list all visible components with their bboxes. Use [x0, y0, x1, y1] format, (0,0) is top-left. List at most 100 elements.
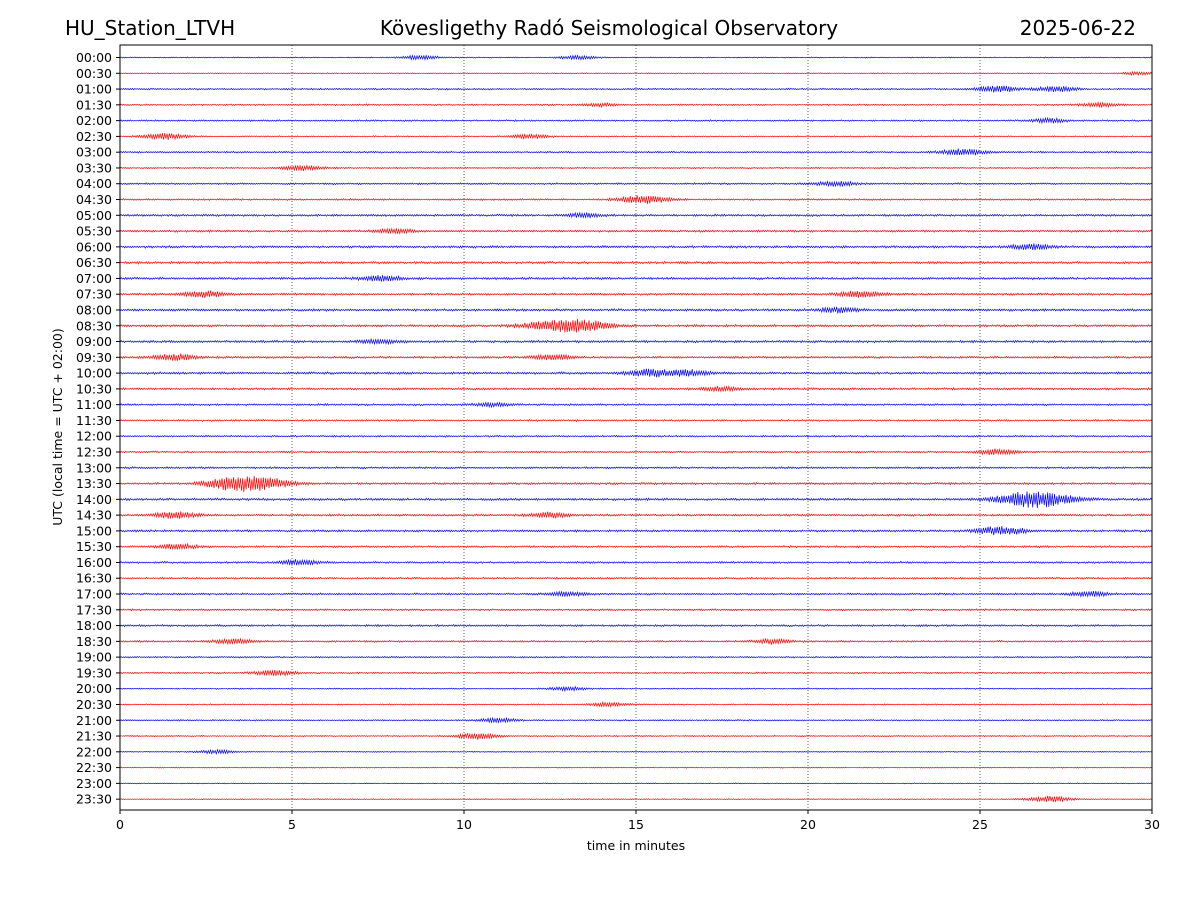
trace-0500: [119, 211, 1153, 219]
y-tick-label: 19:00: [76, 650, 112, 665]
trace-0130: [119, 101, 1153, 109]
y-tick-label: 05:00: [76, 208, 112, 223]
x-tick-labels: 0 5 10 15 20 25 30: [116, 810, 1160, 832]
trace-1330: [119, 475, 1153, 493]
y-tick-label: 16:30: [76, 571, 112, 586]
trace-0000: [119, 54, 1153, 61]
y-tick-label: 14:00: [76, 492, 112, 507]
trace-0930: [119, 353, 1153, 361]
y-tick-label: 18:30: [76, 634, 112, 649]
y-tick-label: 00:30: [76, 66, 112, 81]
x-tick-label: 15: [628, 817, 644, 832]
y-tick-label: 07:30: [76, 287, 112, 302]
y-tick-label: 23:00: [76, 776, 112, 791]
y-tick-label: 13:30: [76, 476, 112, 491]
trace-0700: [119, 274, 1153, 282]
trace-1530: [119, 542, 1153, 551]
trace-0300: [119, 148, 1153, 156]
trace-1200: [119, 434, 1153, 438]
y-tick-label: 20:30: [76, 697, 112, 712]
trace-2330: [119, 795, 1153, 803]
x-tick-label: 20: [800, 817, 816, 832]
trace-2200: [119, 748, 1153, 755]
y-tick-label: 04:30: [76, 192, 112, 207]
y-tick-label: 06:00: [76, 239, 112, 254]
y-tick-label: 06:30: [76, 255, 112, 270]
y-tick-label: 09:30: [76, 350, 112, 365]
plot-frame: [119, 44, 1153, 811]
trace-0200: [119, 116, 1153, 125]
y-tick-label: 16:00: [76, 555, 112, 570]
y-tick-label: 22:30: [76, 760, 112, 775]
y-tick-label: 11:00: [76, 397, 112, 412]
x-tick-label: 30: [1144, 817, 1160, 832]
y-tick-label: 21:30: [76, 729, 112, 744]
trace-1000: [119, 368, 1153, 378]
trace-1400: [119, 491, 1153, 509]
trace-1800: [119, 623, 1153, 628]
y-tick-label: 02:30: [76, 129, 112, 144]
y-tick-label: 03:30: [76, 160, 112, 175]
trace-0600: [119, 243, 1153, 251]
y-tick-label: 23:30: [76, 792, 112, 807]
y-tick-label: 21:00: [76, 713, 112, 728]
trace-2300: [119, 782, 1153, 785]
trace-0430: [119, 195, 1153, 204]
trace-0330: [119, 164, 1153, 172]
trace-1630: [119, 576, 1153, 580]
y-tick-label: 13:00: [76, 460, 112, 475]
trace-0230: [119, 132, 1153, 141]
observatory-title: Kövesligethy Radó Seismological Observat…: [379, 16, 839, 40]
trace-0400: [119, 180, 1153, 188]
trace-0100: [119, 85, 1153, 93]
trace-1930: [119, 669, 1153, 677]
trace-0900: [119, 337, 1153, 346]
trace-1100: [119, 401, 1153, 409]
trace-1030: [119, 385, 1153, 393]
y-tick-label: 15:30: [76, 539, 112, 554]
y-tick-label: 08:00: [76, 302, 112, 317]
trace-1900: [119, 655, 1153, 659]
y-tick-label: 10:00: [76, 366, 112, 381]
y-tick-label: 05:30: [76, 224, 112, 239]
trace-0630: [119, 260, 1153, 265]
y-tick-label: 01:30: [76, 97, 112, 112]
trace-1700: [119, 590, 1153, 598]
trace-0730: [119, 290, 1153, 299]
y-tick-label: 19:30: [76, 665, 112, 680]
y-tick-label: 22:00: [76, 744, 112, 759]
trace-1500: [119, 526, 1153, 536]
x-tick-label: 10: [456, 817, 472, 832]
trace-1130: [119, 418, 1153, 423]
y-tick-label: 10:30: [76, 381, 112, 396]
trace-1230: [119, 448, 1153, 456]
y-tick-label: 18:00: [76, 618, 112, 633]
y-tick-label: 00:00: [76, 50, 112, 65]
y-axis-label: UTC (local time = UTC + 02:00): [50, 328, 65, 526]
traces: [119, 54, 1153, 803]
y-tick-label: 09:00: [76, 334, 112, 349]
y-tick-label: 04:00: [76, 176, 112, 191]
trace-2100: [119, 716, 1153, 724]
trace-0030: [119, 70, 1153, 76]
trace-2130: [119, 732, 1153, 740]
y-tick-label: 14:30: [76, 508, 112, 523]
trace-0800: [119, 306, 1153, 314]
x-tick-label: 0: [116, 817, 124, 832]
trace-1830: [119, 637, 1153, 646]
y-tick-label: 03:00: [76, 145, 112, 160]
trace-2030: [119, 700, 1153, 708]
y-tick-label: 08:30: [76, 318, 112, 333]
y-tick-label: 02:00: [76, 113, 112, 128]
trace-0830: [119, 318, 1153, 333]
y-tick-label: 15:00: [76, 523, 112, 538]
y-tick-label: 17:00: [76, 587, 112, 602]
y-tick-label: 11:30: [76, 413, 112, 428]
trace-2230: [119, 766, 1153, 769]
station-title: HU_Station_LTVH: [65, 16, 236, 40]
y-tick-label: 07:00: [76, 271, 112, 286]
x-tick-label: 25: [972, 817, 988, 832]
trace-2000: [119, 685, 1153, 693]
y-tick-label: 12:00: [76, 429, 112, 444]
